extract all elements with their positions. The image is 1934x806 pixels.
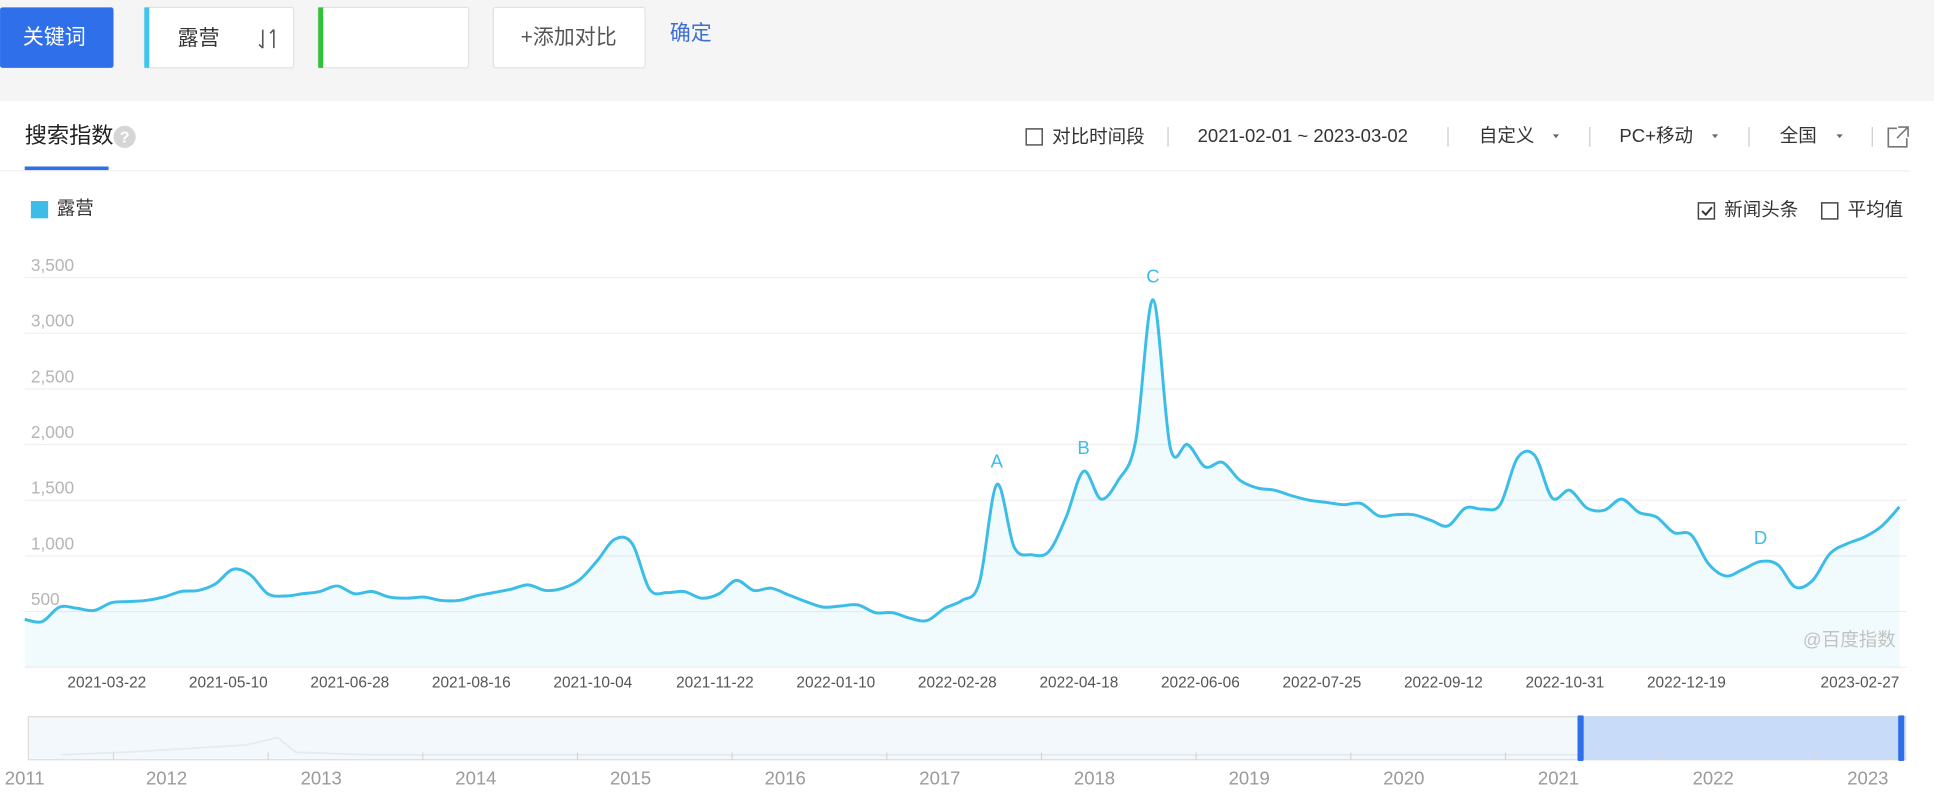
help-icon-glyph[interactable]: ? <box>120 128 130 146</box>
compare-box[interactable] <box>317 6 470 69</box>
annotation-label[interactable]: C <box>1146 265 1159 286</box>
navigator-year: 2012 <box>146 767 187 788</box>
navigator-year: 2018 <box>1074 767 1115 788</box>
x-tick-label: 2022-01-10 <box>796 674 875 691</box>
period-select[interactable]: 自定义 <box>1479 125 1535 146</box>
region-select[interactable]: 全国 <box>1780 125 1817 146</box>
x-tick-label: 2022-02-28 <box>918 674 997 691</box>
navigator-years: 2011 2012 2013 2014 2015 2016 2017 2018 2019 2020… <box>5 752 1888 788</box>
y-tick-label: 500 <box>31 589 60 609</box>
keyword-text[interactable]: 露营 <box>178 27 220 50</box>
tab-underline <box>24 166 109 171</box>
tab-active[interactable]: 搜索指数 <box>25 123 114 148</box>
compare-period-checkbox[interactable] <box>1025 128 1043 146</box>
option-checkmark <box>1701 206 1713 217</box>
navigator-year: 2013 <box>301 767 342 788</box>
option-label[interactable]: 平均值 <box>1848 199 1904 220</box>
x-tick-label: 2021-11-22 <box>676 674 754 691</box>
annotation-label[interactable]: A <box>991 450 1004 471</box>
navigator-handle-right[interactable] <box>1898 715 1905 761</box>
navigator-mini-line <box>61 736 1579 756</box>
navigator-year: 2020 <box>1383 767 1424 788</box>
legend-label[interactable]: 露营 <box>57 198 94 219</box>
navigator-year: 2014 <box>455 767 496 788</box>
legend-swatch <box>30 201 49 219</box>
dropdown-caret <box>1552 134 1560 139</box>
export-icon[interactable] <box>1887 126 1909 148</box>
x-tick-label: 2021-06-28 <box>310 674 389 691</box>
dropdown-caret <box>1711 134 1719 139</box>
y-tick-label: 3,000 <box>31 311 74 331</box>
add-compare-label[interactable]: +添加对比 <box>521 26 617 49</box>
navigator-year: 2016 <box>765 767 806 788</box>
help-icon[interactable] <box>113 125 136 149</box>
y-tick-label: 2,000 <box>31 422 74 442</box>
keyword-button[interactable] <box>0 7 114 68</box>
x-tick-label: 2021-05-10 <box>189 674 268 691</box>
option-checkbox[interactable] <box>1697 202 1716 220</box>
watermark: @百度指数 <box>1803 629 1896 650</box>
x-tick-label: 2022-06-06 <box>1161 674 1240 691</box>
x-tick-label: 2021-08-16 <box>432 674 511 691</box>
x-tick-label: 2022-10-31 <box>1525 674 1604 691</box>
plot: 500 1,000 1,500 2,000 2,500 3,000 3,500 2021-03… <box>24 255 1907 691</box>
options: 新闻头条 平均值 <box>1697 199 1904 220</box>
navigator-selection[interactable] <box>1579 716 1902 760</box>
x-tick-label: 2022-09-12 <box>1404 674 1483 691</box>
keyword-button-label[interactable]: 关键词 <box>23 26 86 49</box>
device-select[interactable]: PC+移动 <box>1619 125 1693 146</box>
navigator-year: 2017 <box>919 767 960 788</box>
navigator-year: 2015 <box>610 767 651 788</box>
navigator-handle-left[interactable] <box>1577 715 1584 761</box>
navigator-year: 2011 <box>5 767 45 788</box>
sort-icon[interactable] <box>258 29 275 49</box>
compare-color-bar <box>318 7 324 68</box>
date-range[interactable]: 2021-02-01 ~ 2023-03-02 <box>1198 125 1408 146</box>
navigator-year: 2019 <box>1229 767 1270 788</box>
navigator-year: 2023 <box>1847 767 1888 788</box>
add-compare-button[interactable] <box>492 6 646 69</box>
option-checkbox[interactable] <box>1820 202 1839 220</box>
y-tick-label: 1,500 <box>31 478 74 498</box>
annotation-label[interactable]: B <box>1077 437 1089 458</box>
annotation-label[interactable]: D <box>1754 527 1767 548</box>
x-tick-label: 2023-02-27 <box>1821 674 1900 691</box>
confirm-link[interactable]: 确定 <box>670 22 712 45</box>
option-label[interactable]: 新闻头条 <box>1724 199 1798 220</box>
x-tick-label: 2022-12-19 <box>1647 674 1726 691</box>
y-tick-label: 1,000 <box>31 533 74 553</box>
y-tick-label: 2,500 <box>31 366 74 386</box>
x-tick-label: 2021-10-04 <box>553 674 632 691</box>
navigator-year: 2022 <box>1693 767 1734 788</box>
navigator-year: 2021 <box>1538 767 1579 788</box>
series-line <box>24 298 1901 624</box>
x-tick-label: 2021-03-22 <box>67 674 146 691</box>
x-tick-label: 2022-07-25 <box>1282 674 1361 691</box>
dropdown-caret <box>1836 134 1843 139</box>
keyword-color-bar <box>144 7 150 68</box>
x-tick-label: 2022-04-18 <box>1039 674 1118 691</box>
y-tick-label: 3,500 <box>31 255 74 275</box>
compare-period-label[interactable]: 对比时间段 <box>1052 126 1145 147</box>
area-fill <box>24 299 1900 668</box>
